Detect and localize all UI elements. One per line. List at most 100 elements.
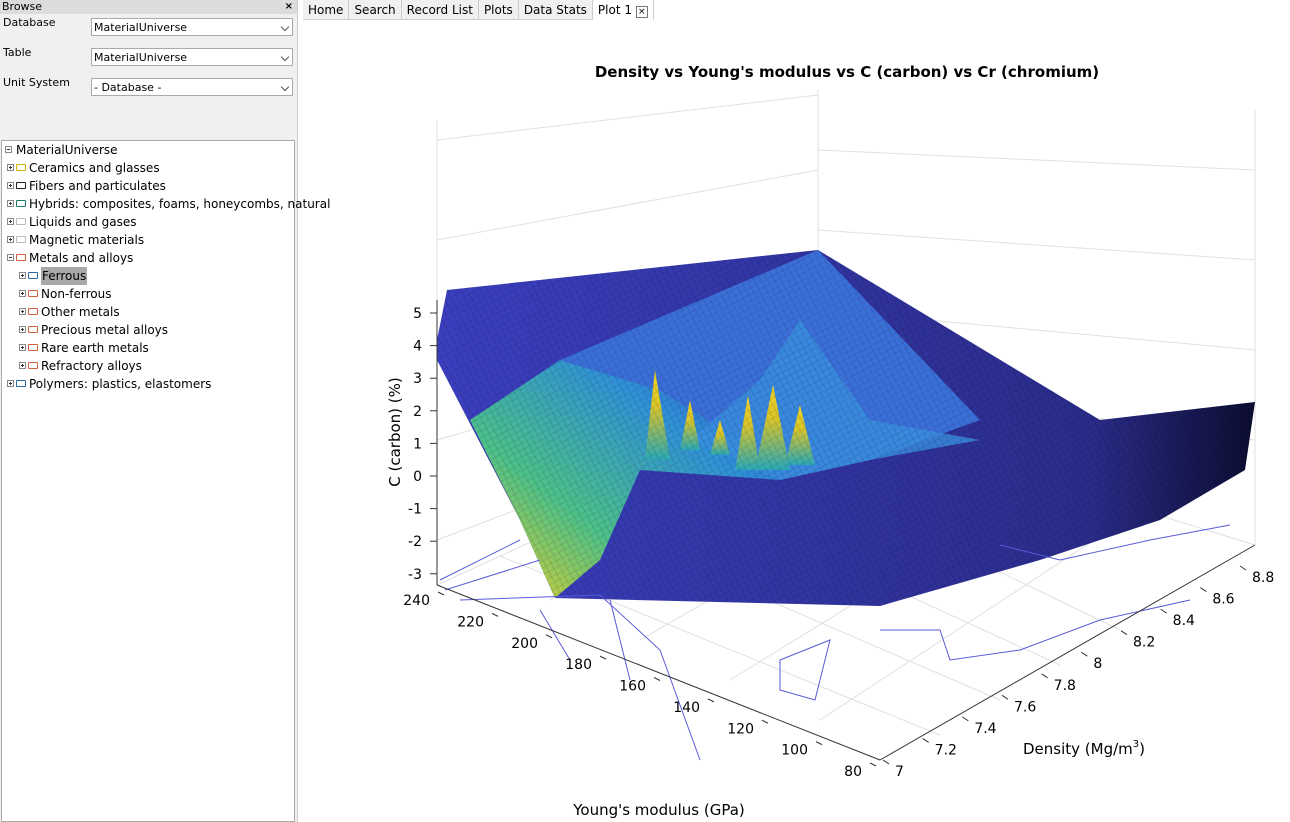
tree-label: Rare earth metals: [41, 341, 149, 355]
dropdown[interactable]: - Database -: [91, 78, 293, 96]
z-tick-label: 5: [413, 306, 422, 322]
tree-label: Metals and alloys: [29, 251, 134, 265]
modulus-tick-label: 120: [727, 721, 754, 737]
folder-icon: [28, 308, 38, 315]
field-label: Table: [3, 46, 32, 59]
folder-icon: [16, 218, 26, 225]
expand-icon: [19, 272, 26, 279]
modulus-tick-label: 240: [403, 593, 430, 609]
tab-close[interactable]: ×: [636, 6, 648, 18]
folder-icon: [28, 362, 38, 369]
tab[interactable]: Data Stats: [518, 0, 593, 20]
folder-icon: [28, 344, 38, 351]
tab[interactable]: Plots: [478, 0, 519, 20]
ticks: 5 4 3 2 1 0 -1 -2 -3 240 220 200 180 160 140 120 100 80 7 7…: [403, 300, 1274, 780]
tree-label: Ferrous: [41, 267, 88, 285]
density-tick-label: 7.8: [1054, 678, 1076, 694]
tab-label: Search: [354, 3, 396, 17]
tab-label: Plot 1: [597, 3, 632, 17]
density-tick-label: 8.2: [1133, 635, 1155, 651]
expand-icon: [7, 218, 14, 225]
tick-mark: [882, 759, 890, 765]
z-axis-label: C (carbon) (%): [386, 377, 404, 486]
tree-label: Liquids and gases: [29, 215, 137, 229]
tick-mark: [1160, 608, 1167, 614]
tab[interactable]: Plot 1 ×: [592, 0, 654, 20]
field-label: Database: [3, 16, 56, 29]
z-tick-label: -3: [408, 567, 422, 583]
z-tick-label: -2: [408, 534, 422, 550]
density-tick-label: 7.4: [974, 721, 996, 737]
dropdown[interactable]: MaterialUniverse: [91, 48, 293, 66]
density-tick-label: 8.8: [1252, 570, 1274, 586]
expand-icon: [7, 254, 14, 261]
tab[interactable]: Search: [349, 0, 402, 20]
modulus-tick-label: 80: [844, 764, 862, 780]
expand-icon: [19, 308, 26, 315]
tick-mark: [1200, 587, 1207, 592]
tree-label: MaterialUniverse: [16, 143, 118, 157]
z-tick-label: 4: [413, 339, 422, 355]
density-label-sup: 3: [1133, 739, 1139, 750]
z-tick-label: -1: [408, 502, 422, 518]
field-row: Unit System - Database -: [0, 76, 297, 98]
modulus-tick-label: 140: [673, 700, 700, 716]
z-tick-label: 0: [413, 469, 422, 485]
tree-label: Non-ferrous: [41, 287, 112, 301]
browse-panel: Browse × Database MaterialUniverse Table Mat…: [0, 0, 330, 822]
modulus-tick-label: 220: [457, 614, 484, 630]
tree-label: Hybrids: composites, foams, honeycombs, …: [29, 197, 331, 211]
panel-title: Browse: [2, 0, 43, 13]
folder-icon: [28, 272, 38, 279]
dropdown[interactable]: MaterialUniverse: [91, 18, 293, 36]
expand-icon: [19, 362, 26, 369]
folder-icon: [16, 236, 26, 243]
folder-icon: [28, 290, 38, 297]
tick-mark: [962, 716, 969, 722]
density-tick-label: 8: [1093, 656, 1102, 672]
folder-icon: [28, 326, 38, 333]
tree: MaterialUniverse Ceramics and glasses Fibe…: [1, 140, 330, 822]
contours: [439, 524, 1231, 761]
tick-mark: [545, 634, 553, 639]
modulus-tick-label: 100: [781, 743, 808, 759]
field-label: Unit System: [3, 76, 70, 89]
expand-icon: [19, 326, 26, 333]
tick-mark: [653, 677, 661, 681]
modulus-tick-label: 200: [511, 636, 538, 652]
expand-icon: [19, 290, 26, 297]
panel-header: Browse ×: [0, 0, 297, 14]
tree-label: Refractory alloys: [41, 359, 142, 373]
axis-line: [436, 584, 881, 761]
expand-icon: [19, 344, 26, 351]
tab-label: Home: [308, 3, 344, 17]
axis-line: [879, 544, 1256, 761]
z-tick-label: 3: [413, 371, 422, 387]
expand-icon: [7, 200, 14, 207]
expand-icon: [7, 236, 14, 243]
plot-title: Density vs Young's modulus vs C (carbon)…: [595, 63, 1099, 81]
folder-icon: [16, 200, 26, 207]
folder-icon: [16, 254, 26, 261]
tab[interactable]: Record List: [401, 0, 479, 20]
tick-mark: [1081, 651, 1088, 657]
modulus-tick-label: 180: [565, 657, 592, 673]
z-tick-label: 1: [413, 436, 422, 452]
density-axis-label: Density (Mg/m3): [1023, 739, 1145, 758]
surface: [437, 250, 1255, 606]
tab-label: Data Stats: [523, 3, 587, 17]
density-tick-label: 7: [895, 764, 904, 780]
tick-mark: [1001, 694, 1009, 700]
tick-mark: [1120, 630, 1128, 636]
tab-label: Plots: [483, 3, 513, 17]
tree-label: Magnetic materials: [29, 233, 145, 247]
field-row: Database MaterialUniverse: [0, 16, 297, 38]
tick-mark: [761, 719, 769, 724]
tab-label: Record List: [406, 3, 473, 17]
close-button[interactable]: ×: [284, 1, 293, 12]
tick-mark: [1041, 673, 1048, 679]
tab[interactable]: Home: [303, 0, 350, 20]
tick-mark: [869, 762, 877, 767]
expand-icon: [7, 182, 14, 189]
z-tick-label: 2: [413, 404, 422, 420]
